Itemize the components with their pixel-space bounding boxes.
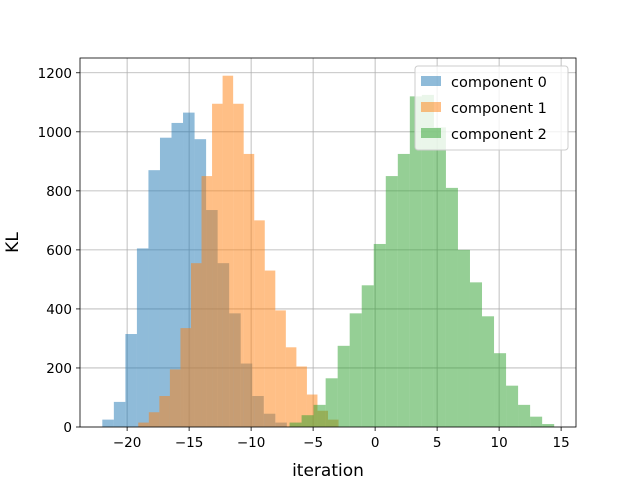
x-tick-label: −20: [113, 435, 142, 451]
bar: [254, 220, 265, 427]
bar: [243, 153, 255, 427]
bar: [433, 127, 446, 427]
x-tick-label: 5: [433, 435, 442, 451]
legend-label: component 1: [451, 101, 547, 117]
x-tick-label: 0: [371, 435, 380, 451]
legend-swatch: [421, 76, 441, 86]
x-axis-label: iteration: [292, 461, 364, 480]
bar: [325, 378, 338, 427]
bar: [159, 396, 170, 427]
bar: [482, 316, 495, 427]
legend-swatch: [421, 128, 441, 138]
bar: [138, 422, 149, 427]
x-tick-label: 10: [491, 435, 508, 451]
axis-ticks: −20 −15 −10 −5 0 5 10 15 0 200 400 600 800 1000 1200: [38, 66, 570, 451]
bar: [542, 424, 555, 427]
bar: [373, 243, 386, 427]
y-tick-label: 600: [46, 243, 72, 259]
legend-swatch: [421, 102, 441, 112]
bar: [337, 345, 350, 427]
y-tick-label: 0: [63, 420, 72, 436]
bar: [285, 347, 297, 427]
bar: [233, 103, 244, 428]
histogram-bars: [102, 75, 555, 428]
bar: [506, 385, 519, 427]
bar: [136, 248, 149, 427]
bar: [518, 404, 531, 427]
bar: [275, 310, 286, 427]
bar: [125, 334, 137, 427]
y-tick-label: 800: [46, 184, 72, 200]
legend-label: component 2: [451, 127, 547, 143]
y-tick-label: 1200: [38, 66, 72, 82]
legend: component 0 component 1 component 2: [414, 65, 569, 151]
bar: [361, 285, 374, 427]
bar: [148, 170, 160, 427]
bar: [421, 94, 434, 428]
bar: [385, 176, 398, 427]
bar: [409, 96, 422, 427]
bar: [212, 103, 223, 428]
bar: [349, 313, 362, 427]
bar: [183, 112, 195, 427]
bar: [171, 122, 184, 427]
x-tick-label: −15: [175, 435, 204, 451]
bar: [289, 422, 302, 427]
x-tick-label: −5: [303, 435, 323, 451]
bar: [201, 176, 213, 427]
bar: [159, 137, 172, 428]
y-tick-label: 1000: [38, 125, 72, 141]
bar: [494, 353, 507, 427]
bar: [397, 153, 410, 427]
bar: [296, 366, 307, 427]
y-tick-label: 200: [46, 361, 72, 377]
bar: [306, 394, 318, 427]
bar: [313, 404, 326, 427]
bar: [148, 412, 160, 427]
bar: [457, 249, 470, 427]
bar: [469, 282, 483, 427]
bar: [102, 419, 114, 427]
series-1-bars: [138, 75, 339, 428]
bar: [180, 328, 191, 427]
bar: [113, 401, 126, 427]
plot-frame: [79, 57, 577, 428]
legend-label: component 0: [451, 75, 547, 91]
x-tick-label: −10: [237, 435, 266, 451]
bar: [264, 270, 276, 427]
series-2-bars: [289, 94, 555, 428]
legend-box: [414, 65, 569, 151]
bar: [301, 415, 314, 427]
y-axis-label: KL: [3, 232, 23, 253]
bar: [190, 263, 202, 427]
bar: [445, 187, 458, 427]
y-tick-label: 400: [46, 302, 72, 318]
bar: [222, 75, 234, 427]
bar: [169, 369, 181, 427]
x-tick-label: 15: [553, 435, 570, 451]
bar: [530, 416, 543, 427]
